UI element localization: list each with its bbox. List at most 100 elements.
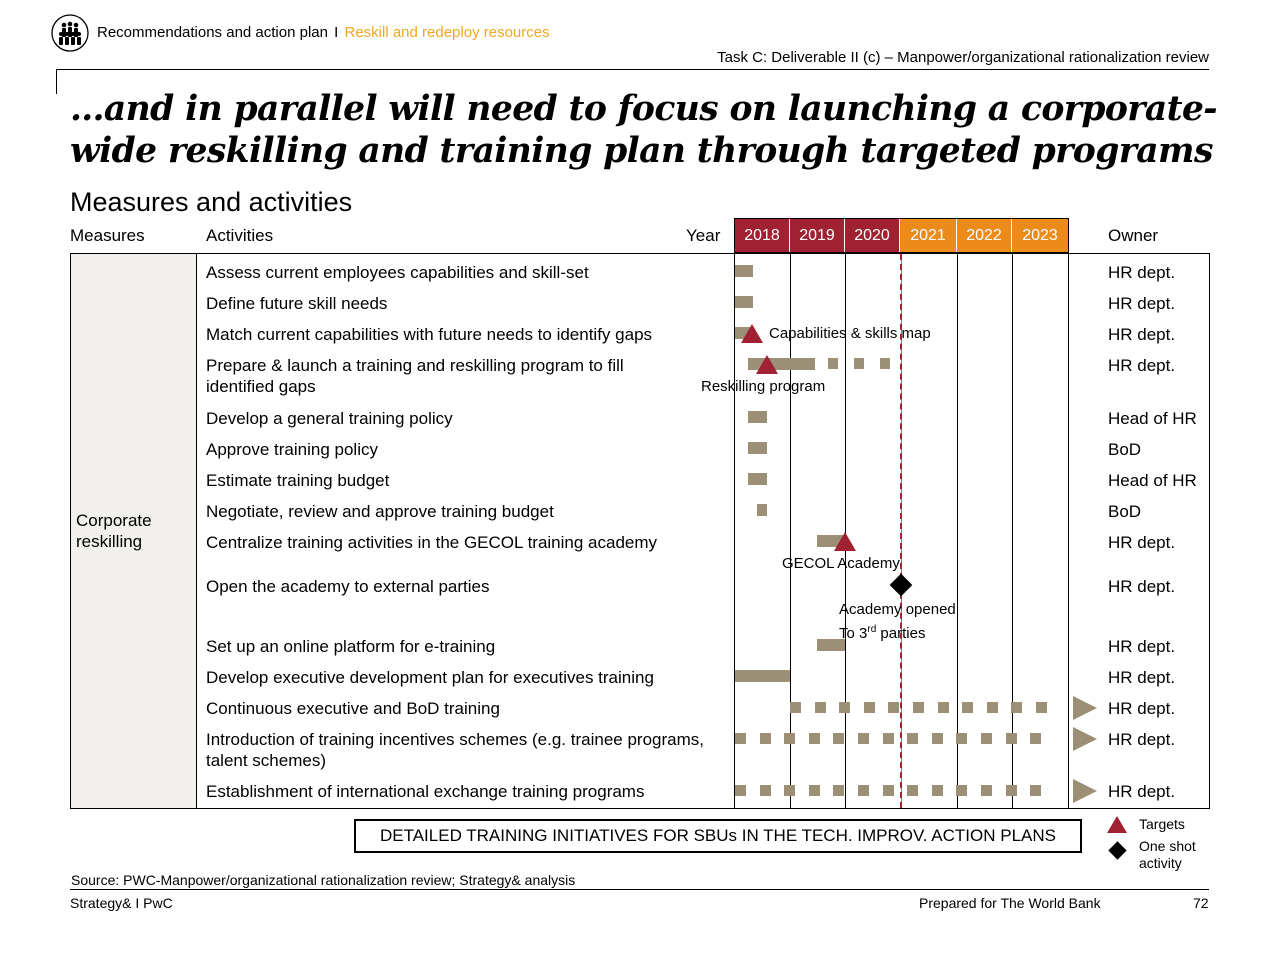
owner-cell: HR dept. — [1108, 637, 1176, 656]
activity-row: Estimate training budget — [206, 471, 390, 490]
gantt-dash — [833, 733, 845, 744]
ongoing-dash-row — [735, 785, 1070, 797]
footer-divider — [70, 889, 1209, 890]
section-title: Recommendations and action plan — [97, 24, 328, 41]
owner-cell: HR dept. — [1108, 782, 1176, 801]
year-header-frame — [734, 218, 1069, 253]
label-part: parties — [876, 625, 926, 642]
year-2020: 2020 — [845, 219, 900, 252]
gantt-dash — [907, 733, 919, 744]
owner-cell: HR dept. — [1108, 325, 1176, 344]
grid-line — [845, 254, 846, 808]
gantt-dash — [814, 702, 826, 713]
owner-cell: HR dept. — [1108, 577, 1176, 596]
gantt-bar — [748, 473, 767, 485]
gantt-dash — [759, 733, 771, 744]
grid-line — [790, 254, 791, 808]
activities-column-header: Activities — [206, 226, 274, 245]
continue-arrow-icon — [1073, 779, 1097, 803]
gantt-dash — [882, 785, 894, 796]
gantt-dash — [863, 702, 875, 713]
gantt-bar — [735, 296, 753, 308]
activity-row: Prepare & launch a training and reskilli… — [206, 356, 624, 396]
activity-row: Approve training policy — [206, 440, 378, 459]
gantt-dash — [735, 785, 746, 796]
year-2019: 2019 — [790, 219, 845, 252]
gantt-dash — [1030, 733, 1042, 744]
activity-row: Open the academy to external parties — [206, 577, 490, 596]
grid-line — [1068, 254, 1069, 808]
gantt-dash — [981, 733, 992, 744]
milestone-label-line: Academy opened — [839, 601, 956, 618]
gantt-dash — [839, 702, 851, 713]
activity-row: Match current capabilities with future n… — [206, 325, 653, 344]
owner-cell: HR dept. — [1108, 356, 1176, 375]
year-2021: 2021 — [900, 219, 957, 252]
gantt-dash — [956, 785, 968, 796]
ongoing-dash-row — [735, 733, 1070, 745]
owner-cell: HR dept. — [1108, 263, 1176, 282]
activity-row: Assess current employees capabilities an… — [206, 263, 589, 282]
gantt-dash — [828, 358, 838, 369]
gantt-dash — [833, 785, 845, 796]
gantt-dash — [1011, 702, 1023, 713]
footer-brand: Strategy& I PwC — [70, 895, 173, 911]
page-number: 72 — [1193, 895, 1209, 911]
page-headline: …and in parallel will need to focus on l… — [70, 89, 1218, 171]
measure-label: Corporate reskilling — [76, 511, 152, 551]
year-2018: 2018 — [735, 219, 790, 252]
gantt-dash — [981, 785, 992, 796]
activity-row: Negotiate, review and approve training b… — [206, 502, 554, 521]
gantt-dash — [1030, 785, 1042, 796]
activity-row: Continuous executive and BoD training — [206, 699, 500, 718]
activity-row: Introduction of training incentives sche… — [206, 730, 704, 770]
footer-prepared-for: Prepared for The World Bank — [919, 895, 1101, 911]
gantt-dash — [931, 733, 943, 744]
owner-cell: BoD — [1108, 502, 1142, 521]
owner-cell: HR dept. — [1108, 668, 1176, 687]
target-triangle-icon — [756, 355, 778, 374]
gantt-dash — [907, 785, 919, 796]
gantt-dash — [962, 702, 974, 713]
today-marker-line — [900, 254, 902, 808]
callout-box: DETAILED TRAINING INITIATIVES FOR SBUs I… — [354, 819, 1082, 853]
grid-line — [957, 254, 958, 808]
gantt-bar — [757, 504, 767, 516]
owner-cell: HR dept. — [1108, 730, 1176, 749]
gantt-bar — [817, 639, 845, 651]
header-divider — [56, 69, 1209, 70]
grid-line — [734, 254, 735, 808]
year-2023: 2023 — [1012, 219, 1068, 252]
legend-one-shot-label: One shot activity — [1139, 838, 1196, 871]
gantt-dash — [882, 733, 894, 744]
owner-cell: HR dept. — [1108, 294, 1176, 313]
milestone-label: Academy opened To 3rd parties — [839, 600, 956, 644]
milestone-label-line: To 3rd parties — [839, 620, 956, 644]
gantt-dash — [808, 733, 820, 744]
gantt-dash — [759, 785, 771, 796]
grid-line — [1012, 254, 1013, 808]
people-logo-icon — [51, 14, 89, 52]
gantt-dash — [858, 785, 869, 796]
gantt-bar — [735, 670, 790, 682]
activity-row: Develop a general training policy — [206, 409, 453, 428]
gantt-dash — [784, 785, 796, 796]
year-2022: 2022 — [957, 219, 1012, 252]
owner-column-header: Owner — [1108, 226, 1159, 245]
targets-legend-icon — [1107, 816, 1127, 833]
target-triangle-icon — [741, 324, 763, 343]
activity-row: Establishment of international exchange … — [206, 782, 645, 801]
gantt-dash — [986, 702, 998, 713]
gantt-bar — [748, 411, 767, 423]
gantt-bar — [748, 442, 767, 454]
gantt-dash — [790, 702, 801, 713]
gantt-dash — [931, 785, 943, 796]
measure-column — [71, 254, 197, 808]
target-triangle-icon — [834, 532, 856, 551]
activity-row: Develop executive development plan for e… — [206, 668, 654, 687]
measures-column-header: Measures — [70, 226, 145, 245]
gantt-dash — [784, 733, 796, 744]
gantt-dash — [937, 702, 949, 713]
gantt-dash — [913, 702, 924, 713]
task-label: Task C: Deliverable II (c) – Manpower/or… — [717, 49, 1209, 66]
